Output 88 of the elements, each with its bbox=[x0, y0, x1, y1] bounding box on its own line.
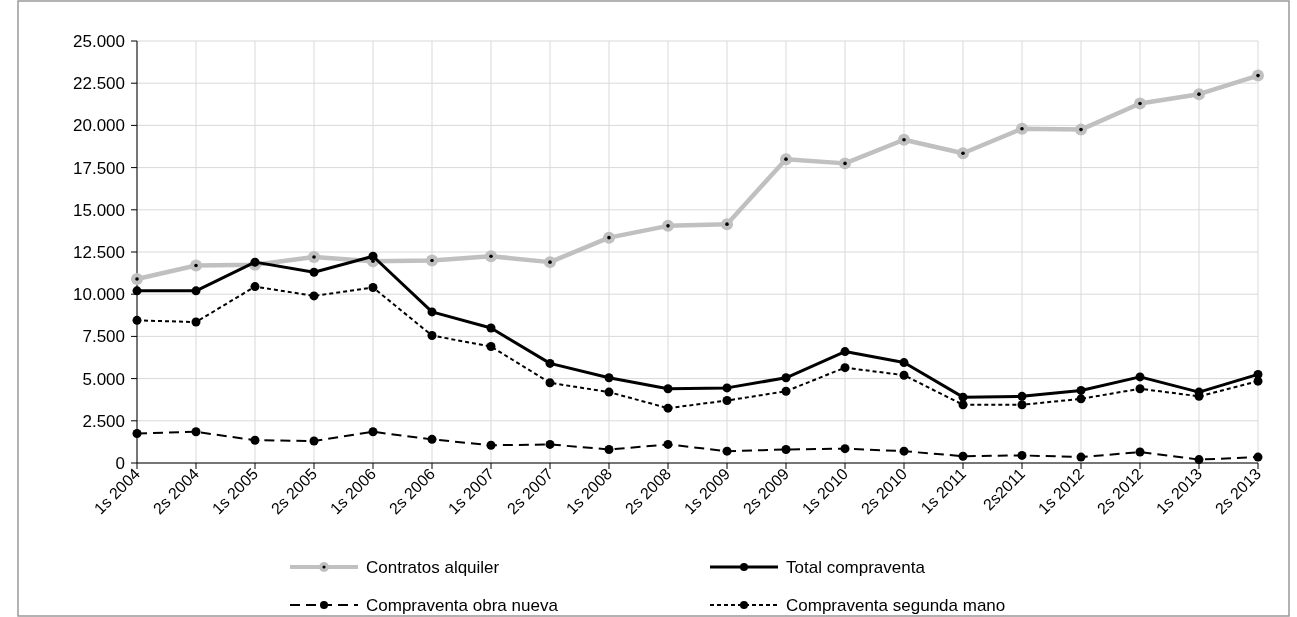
point bbox=[545, 439, 555, 449]
point bbox=[368, 282, 378, 292]
point bbox=[1076, 394, 1086, 404]
point bbox=[1194, 455, 1204, 465]
point bbox=[840, 444, 850, 454]
y-tick-label: 2.500 bbox=[82, 411, 125, 431]
point bbox=[486, 323, 496, 333]
point bbox=[368, 427, 378, 437]
point bbox=[131, 273, 143, 286]
y-tick-label: 20.000 bbox=[73, 116, 125, 136]
point bbox=[604, 373, 614, 383]
point bbox=[780, 153, 792, 166]
point bbox=[898, 133, 910, 146]
legend-label: Total compraventa bbox=[786, 558, 926, 577]
point bbox=[840, 347, 850, 357]
point bbox=[486, 440, 496, 450]
point bbox=[250, 257, 260, 267]
y-tick-label: 12.500 bbox=[73, 242, 125, 262]
point bbox=[604, 387, 614, 397]
point bbox=[781, 386, 791, 396]
legend-label: Contratos alquiler bbox=[366, 558, 500, 577]
point bbox=[485, 250, 497, 263]
point bbox=[544, 256, 556, 269]
point bbox=[899, 370, 909, 380]
point bbox=[1135, 384, 1145, 394]
point bbox=[957, 147, 969, 160]
point bbox=[663, 384, 673, 394]
y-tick-label: 5.000 bbox=[82, 369, 125, 389]
point bbox=[1135, 372, 1145, 382]
point bbox=[839, 157, 851, 170]
point bbox=[309, 267, 319, 277]
y-tick-label: 7.500 bbox=[82, 327, 125, 347]
point bbox=[191, 317, 201, 327]
point bbox=[603, 231, 615, 244]
point bbox=[486, 342, 496, 352]
y-tick-label: 15.000 bbox=[73, 200, 125, 220]
y-tick-label: 0 bbox=[115, 453, 125, 473]
point bbox=[1017, 400, 1027, 410]
point bbox=[958, 400, 968, 410]
point bbox=[781, 445, 791, 454]
point bbox=[1134, 97, 1146, 110]
y-tick-label: 17.500 bbox=[73, 158, 125, 178]
point bbox=[604, 445, 614, 454]
point bbox=[309, 291, 319, 301]
point bbox=[250, 282, 260, 292]
point bbox=[191, 427, 201, 437]
point bbox=[1076, 452, 1086, 462]
legend-label: Compraventa obra nueva bbox=[366, 596, 559, 615]
point bbox=[368, 251, 378, 261]
point bbox=[1193, 88, 1205, 101]
point bbox=[250, 435, 260, 445]
point bbox=[1017, 391, 1027, 401]
point bbox=[1135, 447, 1145, 457]
point bbox=[426, 254, 438, 267]
point bbox=[191, 286, 201, 296]
point bbox=[1075, 123, 1087, 136]
point bbox=[662, 219, 674, 232]
point bbox=[427, 434, 437, 444]
point bbox=[132, 286, 142, 296]
point bbox=[840, 363, 850, 373]
y-tick-label: 22.500 bbox=[73, 74, 125, 94]
point bbox=[545, 358, 555, 368]
point bbox=[663, 439, 673, 449]
y-tick-label: 10.000 bbox=[73, 285, 125, 305]
point bbox=[781, 373, 791, 383]
point bbox=[132, 428, 142, 438]
point bbox=[1017, 450, 1027, 460]
point bbox=[899, 446, 909, 456]
point bbox=[309, 436, 319, 446]
point bbox=[545, 378, 555, 388]
point bbox=[427, 331, 437, 341]
point bbox=[1252, 69, 1264, 82]
point bbox=[722, 396, 732, 406]
point bbox=[308, 251, 320, 264]
point bbox=[899, 358, 909, 368]
point bbox=[722, 446, 732, 456]
point bbox=[663, 403, 673, 413]
y-tick-label: 25.000 bbox=[73, 31, 125, 51]
point bbox=[1016, 122, 1028, 135]
point bbox=[427, 307, 437, 317]
point bbox=[190, 259, 202, 272]
point bbox=[1076, 385, 1086, 395]
point bbox=[1253, 452, 1263, 462]
point bbox=[722, 383, 732, 393]
point bbox=[132, 315, 142, 325]
point bbox=[958, 451, 968, 461]
point bbox=[721, 218, 733, 231]
legend-label: Compraventa segunda mano bbox=[786, 596, 1006, 615]
